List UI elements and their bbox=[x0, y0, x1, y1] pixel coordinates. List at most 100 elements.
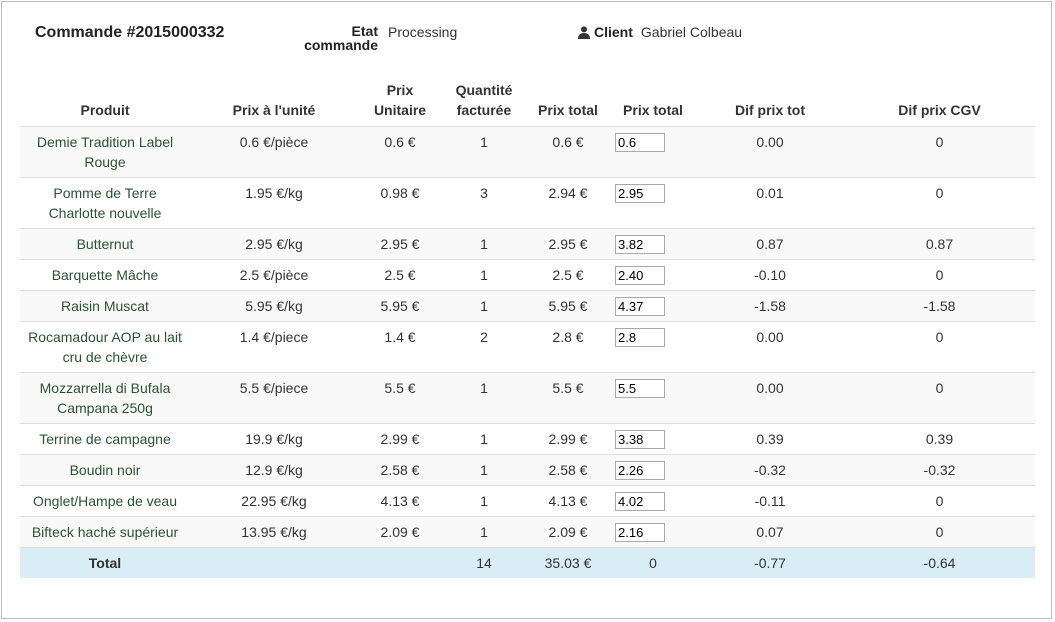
total-price-cell: 2.94 € bbox=[526, 177, 610, 229]
diff-cgv-cell: 0.87 bbox=[844, 228, 1035, 260]
total-price-input[interactable] bbox=[615, 184, 665, 203]
total-diff-cgv: -0.64 bbox=[844, 547, 1035, 578]
quantity-cell: 1 bbox=[442, 372, 526, 424]
total-empty-prix-unitaire bbox=[358, 547, 442, 578]
order-header: Commande #2015000332 Etat commande Proce… bbox=[2, 2, 1051, 62]
diff-cgv-cell: 0 bbox=[844, 259, 1035, 291]
total-price-cell: 2.95 € bbox=[526, 228, 610, 260]
unit-price-cell: 19.9 €/kg bbox=[190, 423, 358, 455]
table-row: Demie Tradition Label Rouge 0.6 €/pièce 0.… bbox=[20, 126, 1035, 178]
total-price: 35.03 € bbox=[526, 547, 610, 578]
total-price-input[interactable] bbox=[615, 235, 665, 254]
diff-total-cell: 0.07 bbox=[696, 516, 844, 548]
total-price-input-cell bbox=[610, 423, 696, 455]
quantity-cell: 1 bbox=[442, 126, 526, 178]
total-price-input-cell bbox=[610, 516, 696, 548]
prix-unitaire-cell: 0.6 € bbox=[358, 126, 442, 178]
total-price-input-cell bbox=[610, 259, 696, 291]
quantity-cell: 1 bbox=[442, 259, 526, 291]
product-name: Pomme de Terre Charlotte nouvelle bbox=[20, 177, 190, 229]
product-name: Butternut bbox=[20, 228, 190, 260]
total-price-cell: 2.09 € bbox=[526, 516, 610, 548]
quantity-cell: 1 bbox=[442, 290, 526, 322]
diff-total-cell: 0.00 bbox=[696, 126, 844, 178]
total-price-input[interactable] bbox=[615, 133, 665, 152]
product-name: Terrine de campagne bbox=[20, 423, 190, 455]
total-price-cell: 5.95 € bbox=[526, 290, 610, 322]
diff-total-cell: 0.00 bbox=[696, 372, 844, 424]
total-price-input[interactable] bbox=[615, 492, 665, 511]
column-header-diff-total[interactable]: Dif prix tot bbox=[696, 80, 844, 127]
column-header-prix-unitaire[interactable]: Prix Unitaire bbox=[358, 80, 442, 127]
product-name: Raisin Muscat bbox=[20, 290, 190, 322]
total-empty-unit-price bbox=[190, 547, 358, 578]
diff-total-cell: 0.01 bbox=[696, 177, 844, 229]
total-price-input-cell bbox=[610, 454, 696, 486]
total-price-input[interactable] bbox=[615, 297, 665, 316]
column-header-unit-price[interactable]: Prix à l'unité bbox=[190, 80, 358, 127]
total-price-input-cell bbox=[610, 177, 696, 229]
order-lines-table: Produit Prix à l'unité Prix Unitaire Qua… bbox=[20, 80, 1035, 578]
column-header-product[interactable]: Produit bbox=[20, 80, 190, 127]
product-name: Barquette Mâche bbox=[20, 259, 190, 291]
quantity-cell: 1 bbox=[442, 516, 526, 548]
client-label: Client bbox=[594, 24, 633, 40]
diff-total-cell: -1.58 bbox=[696, 290, 844, 322]
total-price-input[interactable] bbox=[615, 430, 665, 449]
table-row: Terrine de campagne 19.9 €/kg 2.99 €1 2.99 … bbox=[20, 423, 1035, 455]
unit-price-cell: 5.95 €/kg bbox=[190, 290, 358, 322]
total-price-input-cell bbox=[610, 290, 696, 322]
total-price-input[interactable] bbox=[615, 461, 665, 480]
diff-cgv-cell: -1.58 bbox=[844, 290, 1035, 322]
column-header-diff-cgv[interactable]: Dif prix CGV bbox=[844, 80, 1035, 127]
diff-total-cell: 0.39 bbox=[696, 423, 844, 455]
quantity-cell: 1 bbox=[442, 228, 526, 260]
product-name: Boudin noir bbox=[20, 454, 190, 486]
total-price-input-cell bbox=[610, 228, 696, 260]
unit-price-cell: 0.6 €/pièce bbox=[190, 126, 358, 178]
diff-cgv-cell: 0 bbox=[844, 485, 1035, 517]
total-price-input[interactable] bbox=[615, 266, 665, 285]
diff-cgv-cell: 0 bbox=[844, 516, 1035, 548]
unit-price-cell: 1.95 €/kg bbox=[190, 177, 358, 229]
table-row: Mozzarrella di Bufala Campana 250g 5.5 €/… bbox=[20, 372, 1035, 424]
diff-total-cell: 0.00 bbox=[696, 321, 844, 373]
client-name: Gabriel Colbeau bbox=[640, 24, 743, 40]
total-price-input-cell bbox=[610, 372, 696, 424]
prix-unitaire-cell: 0.98 € bbox=[358, 177, 442, 229]
unit-price-cell: 13.95 €/kg bbox=[190, 516, 358, 548]
total-price-input[interactable] bbox=[615, 379, 665, 398]
quantity-cell: 2 bbox=[442, 321, 526, 373]
diff-cgv-cell: 0 bbox=[844, 177, 1035, 229]
total-price-input[interactable] bbox=[615, 523, 665, 542]
column-header-total-price-edit[interactable]: Prix total bbox=[610, 80, 696, 127]
total-price-input[interactable] bbox=[615, 328, 665, 347]
quantity-cell: 1 bbox=[442, 423, 526, 455]
unit-price-cell: 22.95 €/kg bbox=[190, 485, 358, 517]
diff-cgv-cell: 0 bbox=[844, 126, 1035, 178]
column-header-total-price[interactable]: Prix total bbox=[526, 80, 610, 127]
unit-price-cell: 1.4 €/piece bbox=[190, 321, 358, 373]
column-header-quantity[interactable]: Quantité facturée bbox=[442, 80, 526, 127]
prix-unitaire-cell: 2.95 € bbox=[358, 228, 442, 260]
prix-unitaire-cell: 2.09 € bbox=[358, 516, 442, 548]
table-row: Onglet/Hampe de veau 22.95 €/kg 4.13 €1 4.1… bbox=[20, 485, 1035, 517]
total-price-input-cell bbox=[610, 485, 696, 517]
table-row: Bifteck haché supérieur 13.95 €/kg 2.09 €1… bbox=[20, 516, 1035, 548]
diff-total-cell: -0.32 bbox=[696, 454, 844, 486]
order-title: Commande #2015000332 bbox=[35, 24, 225, 41]
total-label: Total bbox=[20, 547, 190, 578]
diff-total-cell: 0.87 bbox=[696, 228, 844, 260]
table-header-row: Produit Prix à l'unité Prix Unitaire Qua… bbox=[20, 80, 1035, 127]
total-price-cell: 2.58 € bbox=[526, 454, 610, 486]
product-name: Mozzarrella di Bufala Campana 250g bbox=[20, 372, 190, 424]
total-price-cell: 2.99 € bbox=[526, 423, 610, 455]
product-name: Demie Tradition Label Rouge bbox=[20, 126, 190, 178]
diff-cgv-cell: 0 bbox=[844, 321, 1035, 373]
unit-price-cell: 2.95 €/kg bbox=[190, 228, 358, 260]
total-price-edit: 0 bbox=[610, 547, 696, 578]
total-price-cell: 2.8 € bbox=[526, 321, 610, 373]
quantity-cell: 1 bbox=[442, 454, 526, 486]
